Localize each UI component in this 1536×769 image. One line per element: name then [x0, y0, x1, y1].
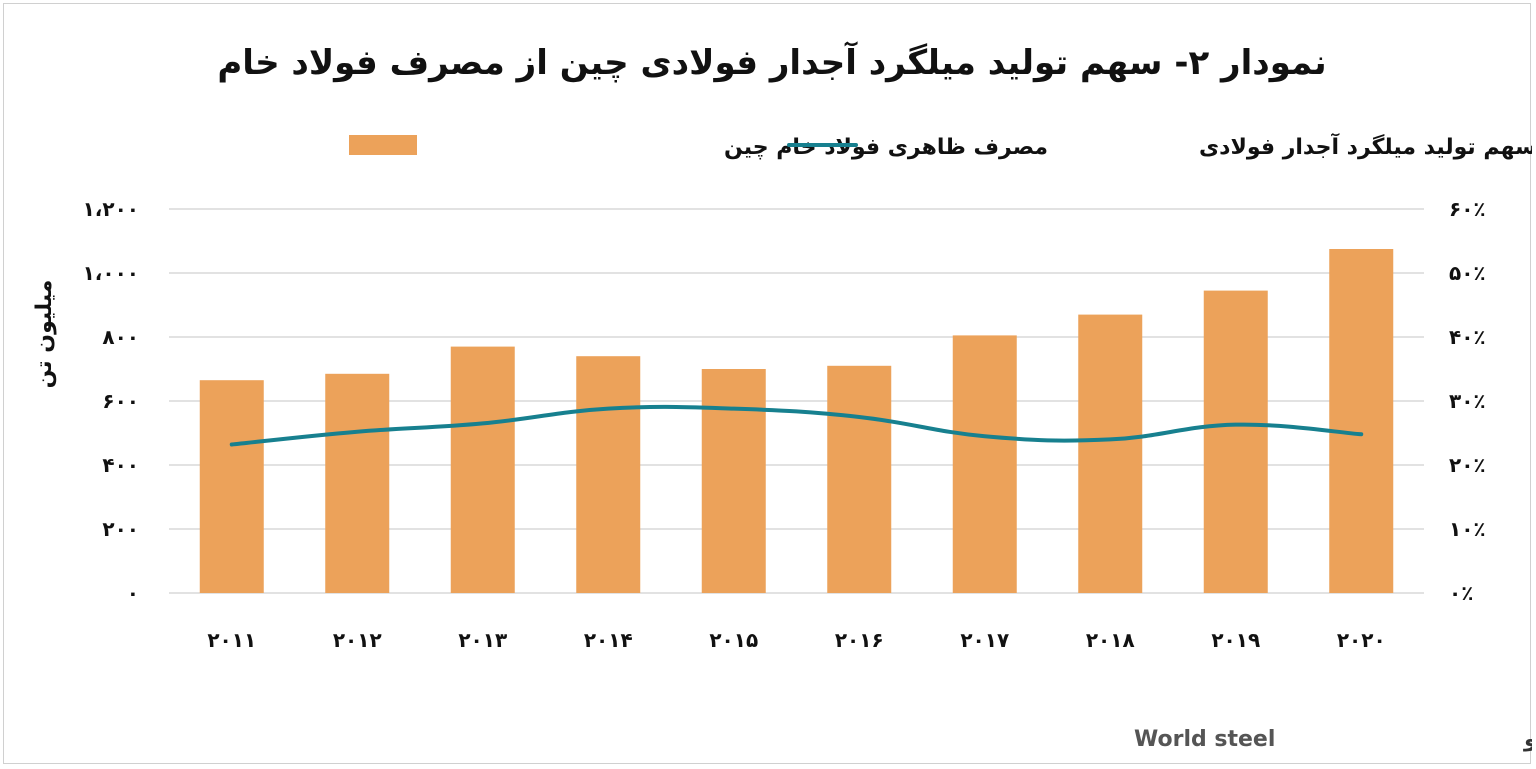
bar [325, 373, 390, 593]
y-tick-label: ۱،۲۰۰ [83, 197, 139, 221]
x-tick-label: ۲۰۱۶ [835, 628, 884, 652]
x-tick-label: ۲۰۱۹ [1211, 628, 1260, 652]
share-line [229, 404, 1364, 447]
chart-title: نمودار ۲- سهم تولید میلگرد آجدار فولادی … [217, 41, 1326, 83]
bar-series [199, 249, 1394, 593]
left-axis-ticks: ۰ ۲۰۰ ۴۰۰ ۶۰۰ ۸۰۰ ۱،۰۰۰ ۱،۲۰۰ [83, 197, 139, 605]
y-axis-label: میلیون تن [32, 280, 57, 389]
legend-bar-swatch [349, 135, 417, 155]
chart-svg: نمودار ۲- سهم تولید میلگرد آجدار فولادی … [32, 41, 1532, 752]
y-tick-label: ۱،۰۰۰ [83, 261, 139, 285]
x-axis-ticks: ۲۰۱۱ ۲۰۱۲ ۲۰۱۳ ۲۰۱۴ ۲۰۱۵ ۲۰۱۶ ۲۰۱۷ ۲۰۱۸ ۲۰۱۹ ۲۰۲۰ [207, 628, 1385, 652]
bar [450, 346, 515, 593]
bar [952, 335, 1017, 593]
source-label-en: World steel [1134, 727, 1275, 752]
line-series [229, 404, 1364, 447]
x-tick-label: ۲۰۱۵ [709, 628, 758, 652]
legend-line-label: سهم تولید میلگرد آجدار فولادی [1199, 132, 1532, 160]
y2-tick-label: ۴۰٪ [1449, 325, 1486, 349]
y-tick-label: ۸۰۰ [102, 325, 139, 349]
bar [1329, 249, 1394, 593]
y2-tick-label: ۵۰٪ [1449, 261, 1486, 285]
bar [1078, 314, 1143, 593]
x-tick-label: ۲۰۱۷ [960, 628, 1009, 652]
y2-tick-label: ۰٪ [1449, 581, 1473, 605]
right-axis-ticks: ۰٪ ۱۰٪ ۲۰٪ ۳۰٪ ۴۰٪ ۵۰٪ ۶۰٪ [1449, 197, 1486, 605]
bar [701, 369, 766, 593]
source-label: منبع: مرکز آمار چین و [1523, 724, 1532, 752]
x-tick-label: ۲۰۱۱ [207, 628, 256, 652]
legend-bar-label: مصرف ظاهری فولاد خام چین [724, 135, 1048, 160]
y2-tick-label: ۶۰٪ [1449, 197, 1486, 221]
chart-frame: نمودار ۲- سهم تولید میلگرد آجدار فولادی … [3, 3, 1532, 764]
x-tick-label: ۲۰۲۰ [1337, 628, 1386, 652]
y2-tick-label: ۲۰٪ [1449, 453, 1486, 477]
y-tick-label: ۶۰۰ [102, 389, 139, 413]
bar [827, 365, 892, 593]
bar [1203, 290, 1268, 593]
source-note: منبع: مرکز آمار چین و World steel [1134, 724, 1532, 752]
legend: مصرف ظاهری فولاد خام چین سهم تولید میلگر… [349, 132, 1532, 160]
bar [199, 380, 264, 593]
x-tick-label: ۲۰۱۳ [458, 628, 507, 652]
y2-tick-label: ۳۰٪ [1449, 389, 1486, 413]
x-tick-label: ۲۰۱۲ [333, 628, 382, 652]
x-tick-label: ۲۰۱۴ [584, 628, 633, 652]
y2-tick-label: ۱۰٪ [1449, 517, 1486, 541]
x-tick-label: ۲۰۱۸ [1086, 628, 1135, 652]
y-tick-label: ۲۰۰ [102, 517, 139, 541]
y-tick-label: ۴۰۰ [102, 453, 139, 477]
y-tick-label: ۰ [127, 581, 139, 605]
bar [576, 356, 641, 593]
